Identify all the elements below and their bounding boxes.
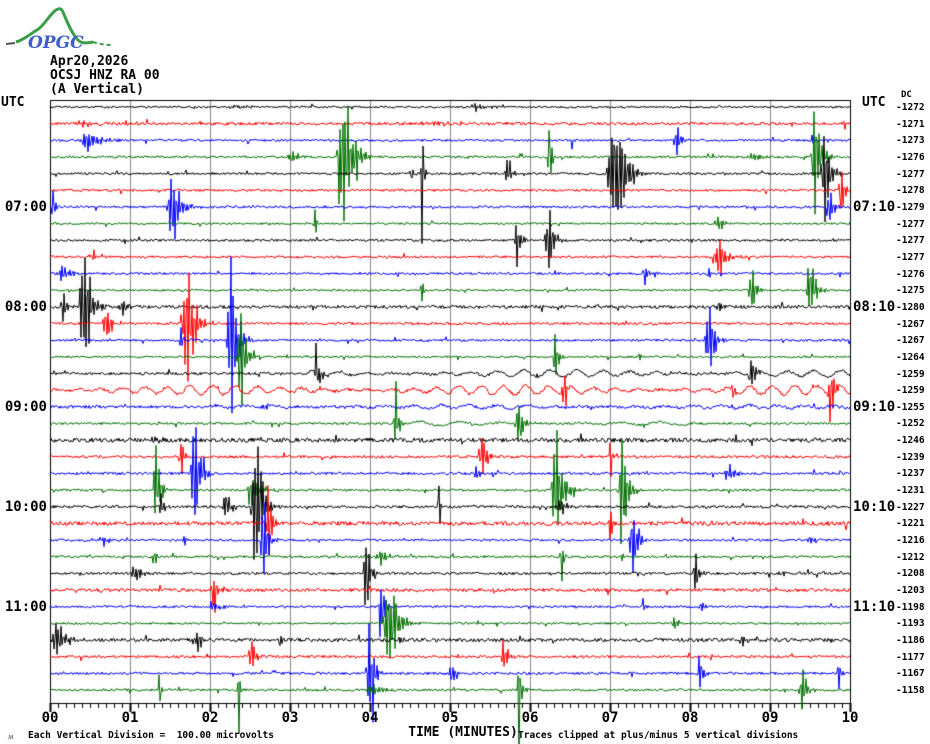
dc-offset-value: -1167 bbox=[896, 668, 925, 680]
dc-offset-value: -1277 bbox=[896, 235, 925, 247]
vertical-division-note: Each Vertical Division = 100.00 microvol… bbox=[28, 730, 274, 741]
right-hour-label: 08:10 bbox=[853, 298, 896, 315]
dc-offset-value: -1246 bbox=[896, 435, 925, 447]
dc-offset-value: -1186 bbox=[896, 635, 925, 647]
x-axis-title: TIME (MINUTES) bbox=[408, 725, 518, 740]
dc-offset-value: -1273 bbox=[896, 135, 925, 147]
corner-mark: ᴍ bbox=[8, 732, 13, 741]
dc-offset-value: -1252 bbox=[896, 418, 925, 430]
dc-offset-value: -1280 bbox=[896, 301, 925, 313]
dc-offset-value: -1276 bbox=[896, 151, 925, 163]
dc-offset-value: -1267 bbox=[896, 335, 925, 347]
x-tick-label: 07 bbox=[601, 710, 619, 726]
x-tick-label: 00 bbox=[41, 710, 59, 726]
dc-offset-value: -1275 bbox=[896, 285, 925, 297]
dc-offset-value: -1278 bbox=[896, 185, 925, 197]
dc-offset-value: -1216 bbox=[896, 535, 925, 547]
logo-text: OPGC bbox=[28, 33, 84, 53]
x-tick-label: 03 bbox=[281, 710, 299, 726]
left-hour-label: 11:00 bbox=[4, 598, 47, 615]
dc-offset-value: -1193 bbox=[896, 618, 925, 630]
logo-tail-dash bbox=[92, 41, 113, 46]
x-tick-label: 01 bbox=[121, 710, 139, 726]
utc-label-left: UTC bbox=[1, 95, 25, 110]
x-tick-label: 10 bbox=[841, 710, 859, 726]
dc-offset-value: -1203 bbox=[896, 585, 925, 597]
dc-offset-value: -1239 bbox=[896, 451, 925, 463]
record-date: Apr20,2026 bbox=[50, 54, 129, 69]
dc-column-label: DC bbox=[901, 90, 912, 100]
channel-orientation: (A Vertical) bbox=[50, 82, 144, 97]
left-hour-label: 09:00 bbox=[4, 398, 47, 415]
dc-offset-value: -1271 bbox=[896, 118, 925, 130]
dc-offset-value: -1255 bbox=[896, 401, 925, 413]
dc-offset-value: -1264 bbox=[896, 351, 925, 363]
x-tick-label: 09 bbox=[761, 710, 779, 726]
dc-offset-value: -1221 bbox=[896, 518, 925, 530]
dc-offset-value: -1227 bbox=[896, 501, 925, 513]
x-tick-label: 05 bbox=[441, 710, 459, 726]
right-hour-label: 09:10 bbox=[853, 398, 896, 415]
x-tick-label: 08 bbox=[681, 710, 699, 726]
dc-offset-value: -1272 bbox=[896, 102, 925, 113]
dc-offset-value: -1198 bbox=[896, 601, 925, 613]
dc-offset-value: -1277 bbox=[896, 251, 925, 263]
opgc-logo: OPGC bbox=[5, 7, 113, 53]
logo-left-dash bbox=[5, 42, 16, 45]
dc-offset-value: -1279 bbox=[896, 201, 925, 213]
x-tick-label: 02 bbox=[201, 710, 219, 726]
dc-offset-value: -1259 bbox=[896, 385, 925, 397]
clipping-note: Traces clipped at plus/minus 5 vertical … bbox=[518, 730, 799, 741]
right-hour-label: 07:10 bbox=[853, 198, 896, 215]
dc-offset-value: -1177 bbox=[896, 651, 925, 663]
left-hour-label: 08:00 bbox=[4, 298, 47, 315]
utc-label-right: UTC bbox=[862, 95, 886, 110]
dc-offset-value: -1212 bbox=[896, 551, 925, 563]
dc-offset-value: -1276 bbox=[896, 268, 925, 280]
dc-offset-value: -1208 bbox=[896, 568, 925, 580]
left-hour-label: 10:00 bbox=[4, 498, 47, 515]
dc-offset-value: -1277 bbox=[896, 168, 925, 180]
dc-offset-value: -1158 bbox=[896, 684, 925, 696]
right-hour-label: 10:10 bbox=[853, 498, 896, 515]
x-tick-label: 04 bbox=[361, 710, 379, 726]
dc-offset-value: -1277 bbox=[896, 218, 925, 230]
right-hour-label: 11:10 bbox=[853, 598, 896, 615]
logo-volcano-curve bbox=[15, 7, 94, 45]
dc-offset-value: -1267 bbox=[896, 318, 925, 330]
x-tick-label: 06 bbox=[521, 710, 539, 726]
dc-offset-value: -1237 bbox=[896, 468, 925, 480]
left-hour-label: 07:00 bbox=[4, 198, 47, 215]
dc-offset-value: -1231 bbox=[896, 485, 925, 497]
station-code: OCSJ HNZ RA 00 bbox=[50, 68, 160, 83]
dc-offset-value: -1259 bbox=[896, 368, 925, 380]
